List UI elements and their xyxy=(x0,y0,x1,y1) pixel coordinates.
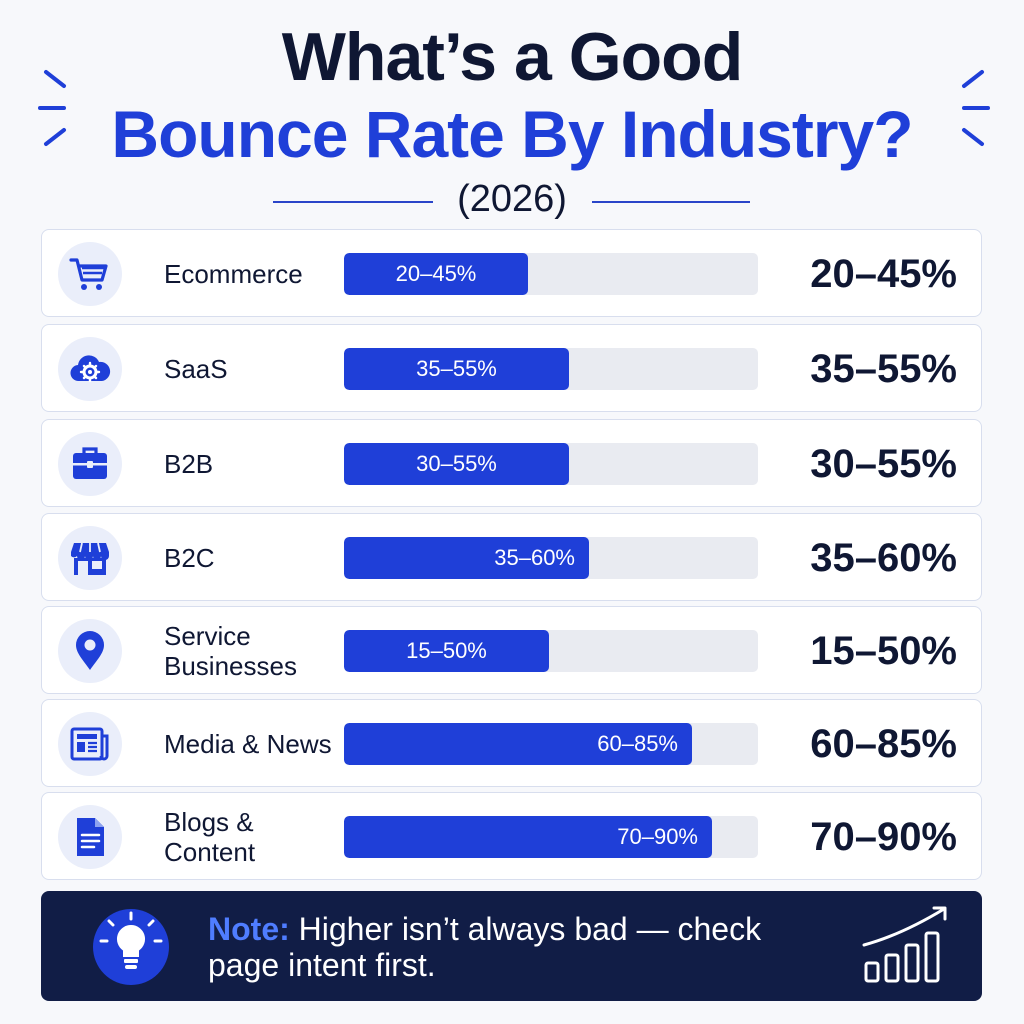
row-b2b: B2B 30–55% 30–55% xyxy=(41,419,982,507)
bar-fill xyxy=(344,816,712,858)
bar-track: 70–90% xyxy=(344,816,758,858)
shopping-cart-icon xyxy=(58,242,122,306)
row-media-news: Media & News 60–85% 60–85% xyxy=(41,699,982,787)
bar-fill xyxy=(344,630,549,672)
row-service-businesses: Service Businesses 15–50% 15–50% xyxy=(41,606,982,694)
bar-track: 20–45% xyxy=(344,253,758,295)
year-label: (2026) xyxy=(457,178,567,220)
bar-data-label: 35–60% xyxy=(494,545,575,570)
row-label: Service Businesses xyxy=(164,621,297,681)
row-value: 60–85% xyxy=(810,722,957,766)
bar-fill xyxy=(344,443,569,485)
bar-data-label: 60–85% xyxy=(597,731,678,756)
bar-fill xyxy=(344,348,569,390)
row-label: B2C xyxy=(164,543,215,573)
newspaper-icon xyxy=(58,712,122,776)
note-text: Note: Higher isn’t always bad — check pa… xyxy=(208,911,768,983)
row-value: 30–55% xyxy=(810,442,957,486)
bar-track: 60–85% xyxy=(344,723,758,765)
row-value: 20–45% xyxy=(810,252,957,296)
briefcase-icon xyxy=(58,432,122,496)
year-divider-right xyxy=(592,201,750,203)
row-blogs-content: Blogs & Content 70–90% 70–90% xyxy=(41,792,982,880)
bar-data-label: 35–55% xyxy=(416,356,497,381)
row-ecommerce: Ecommerce 20–45% 20–45% xyxy=(41,229,982,317)
year-subtitle: (2026) xyxy=(0,178,1024,222)
row-value: 15–50% xyxy=(810,629,957,673)
bar-data-label: 30–55% xyxy=(416,451,497,476)
row-label: Blogs & Content xyxy=(164,807,256,867)
growth-chart-icon xyxy=(862,906,947,983)
bar-data-label: 70–90% xyxy=(617,824,698,849)
row-label: Media & News xyxy=(164,729,332,759)
row-label: SaaS xyxy=(164,354,228,384)
title-line-2: Bounce Rate By Industry? xyxy=(111,97,913,171)
row-value: 70–90% xyxy=(810,815,957,859)
storefront-icon xyxy=(58,526,122,590)
row-label: Ecommerce xyxy=(164,259,303,289)
row-saas: SaaS 35–55% 35–55% xyxy=(41,324,982,412)
sparkle-right-icon xyxy=(962,70,990,146)
bar-fill xyxy=(344,723,692,765)
note-banner: Note: Higher isn’t always bad — check pa… xyxy=(41,891,982,1001)
bar-track: 35–55% xyxy=(344,348,758,390)
document-icon xyxy=(58,805,122,869)
row-value: 35–60% xyxy=(810,536,957,580)
bar-data-label: 15–50% xyxy=(406,638,487,663)
row-label: B2B xyxy=(164,449,214,479)
bar-track: 35–60% xyxy=(344,537,758,579)
title-line-1: What’s a Good xyxy=(281,19,743,95)
row-value: 35–55% xyxy=(810,347,957,391)
map-pin-icon xyxy=(58,619,122,683)
note-prefix: Note: xyxy=(208,911,290,947)
year-divider-left xyxy=(273,201,433,203)
bar-track: 30–55% xyxy=(344,443,758,485)
row-b2c: B2C 35–60% 35–60% xyxy=(41,513,982,601)
lightbulb-icon xyxy=(93,909,169,985)
bar-fill xyxy=(344,253,528,295)
sparkle-left-icon xyxy=(38,70,66,146)
note-body: Higher isn’t always bad — check page int… xyxy=(208,911,762,983)
bar-data-label: 20–45% xyxy=(395,261,477,286)
cloud-gear-icon xyxy=(58,337,122,401)
bar-fill xyxy=(344,537,589,579)
bar-track: 15–50% xyxy=(344,630,758,672)
